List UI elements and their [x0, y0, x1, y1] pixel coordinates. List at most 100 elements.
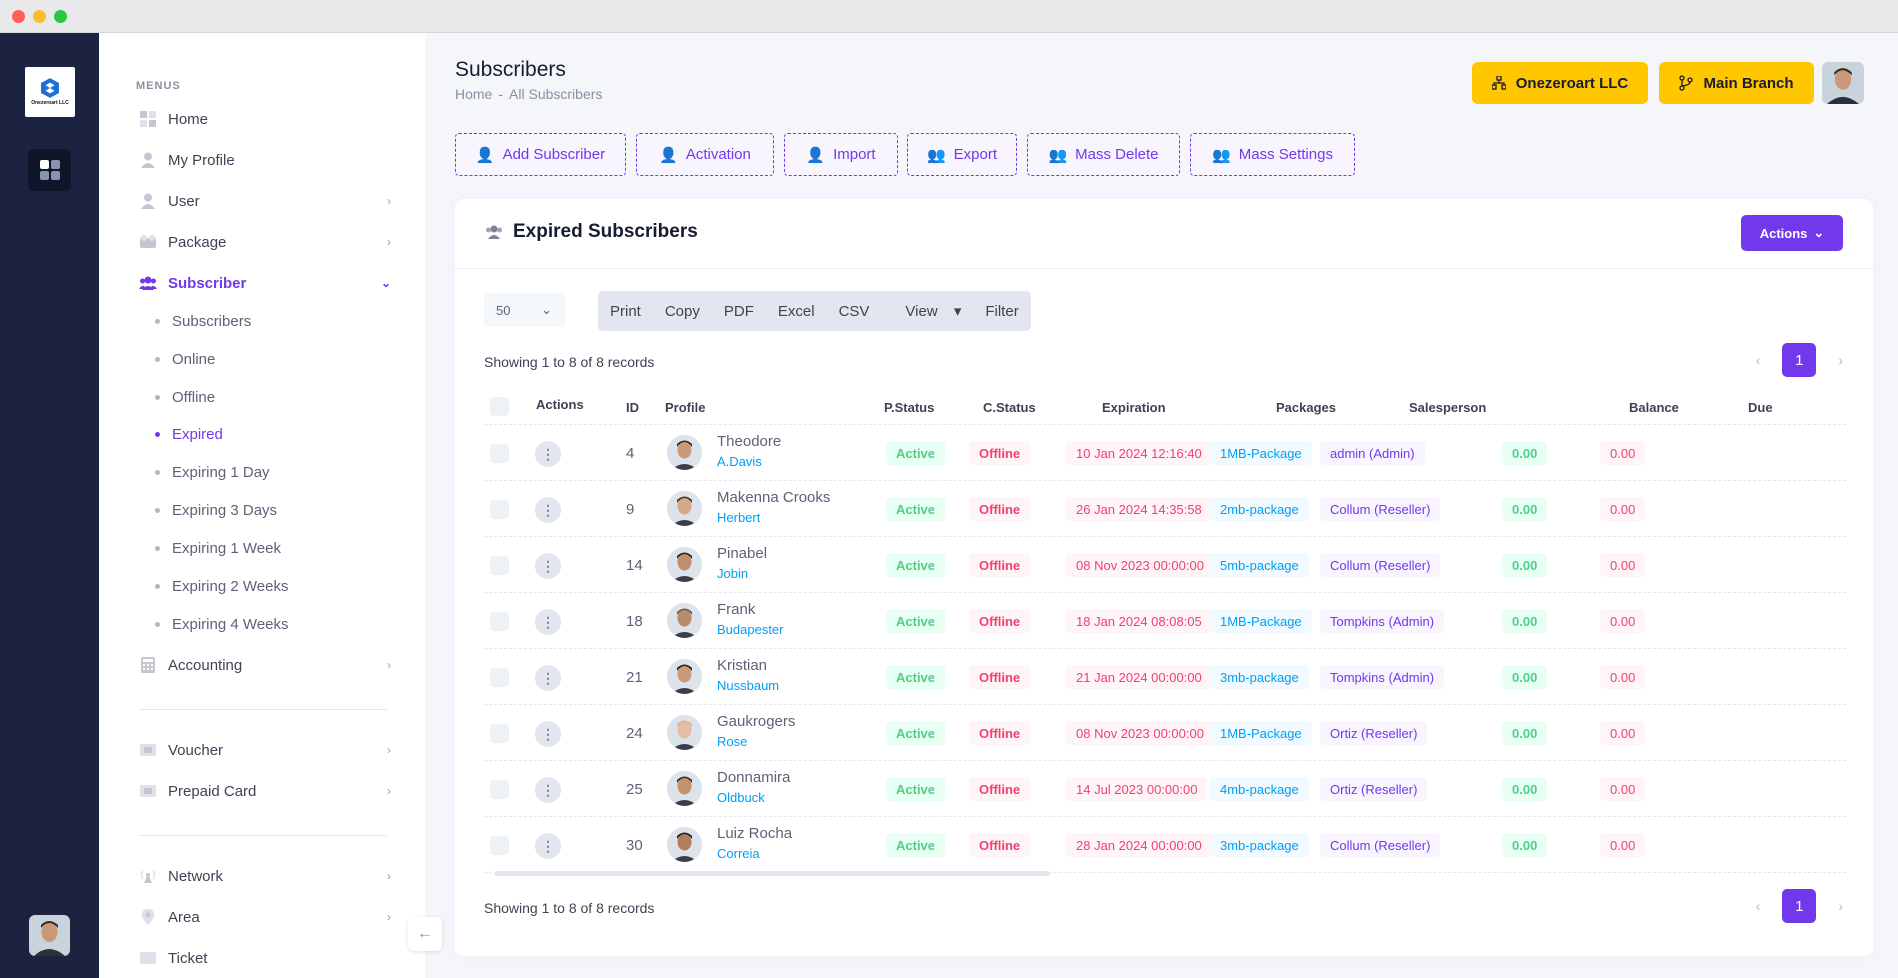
profile-username[interactable]: Correia: [717, 846, 760, 861]
row-checkbox[interactable]: [490, 780, 509, 799]
row-checkbox[interactable]: [490, 724, 509, 743]
package-badge[interactable]: 5mb-package: [1210, 553, 1309, 577]
row-actions-menu-icon[interactable]: ⋮: [535, 441, 561, 467]
branch-button[interactable]: Main Branch: [1659, 62, 1814, 104]
pdf-button[interactable]: PDF: [723, 302, 754, 320]
col-actions[interactable]: Actions: [536, 397, 584, 412]
sidebar-item-user[interactable]: User ›: [139, 186, 391, 216]
print-button[interactable]: Print: [610, 302, 641, 320]
profile-username[interactable]: Nussbaum: [717, 678, 780, 693]
salesperson-badge[interactable]: Ortiz (Reseller): [1320, 721, 1428, 745]
submenu-offline[interactable]: Offline: [155, 385, 215, 409]
col-pstatus[interactable]: P.Status: [884, 400, 935, 415]
row-checkbox[interactable]: [490, 444, 509, 463]
submenu-expiring-2-weeks[interactable]: Expiring 2 Weeks: [155, 574, 288, 598]
profile-name[interactable]: Luiz Rocha: [717, 825, 793, 842]
profile-username[interactable]: Oldbuck: [717, 790, 765, 805]
package-badge[interactable]: 3mb-package: [1210, 833, 1309, 857]
mass-settings-button[interactable]: 👥 Mass Settings: [1190, 133, 1355, 176]
col-cstatus[interactable]: C.Status: [983, 400, 1036, 415]
select-all-checkbox[interactable]: [490, 397, 509, 416]
salesperson-badge[interactable]: Ortiz (Reseller): [1320, 777, 1428, 801]
next-page-icon[interactable]: ›: [1838, 352, 1843, 368]
prev-page-icon[interactable]: ‹: [1755, 352, 1761, 368]
salesperson-badge[interactable]: Collum (Reseller): [1320, 497, 1441, 521]
collapse-sidebar-button[interactable]: ←: [408, 917, 442, 951]
submenu-expiring-4-weeks[interactable]: Expiring 4 Weeks: [155, 612, 288, 636]
profile-name[interactable]: Frank: [717, 601, 756, 618]
row-checkbox[interactable]: [490, 500, 509, 519]
sidebar-item-subscriber[interactable]: Subscriber ⌄: [139, 268, 391, 298]
import-button[interactable]: 👤 Import: [784, 133, 898, 176]
row-actions-menu-icon[interactable]: ⋮: [535, 833, 561, 859]
row-actions-menu-icon[interactable]: ⋮: [535, 721, 561, 747]
profile-name[interactable]: Gaukrogers: [717, 713, 796, 730]
user-avatar[interactable]: [29, 915, 70, 956]
sidebar-item-prepaid-card[interactable]: Prepaid Card ›: [139, 776, 391, 806]
sidebar-item-area[interactable]: Area ›: [139, 902, 391, 932]
maximize-window-button[interactable]: [54, 10, 67, 23]
col-id[interactable]: ID: [626, 400, 639, 415]
col-salesperson[interactable]: Salesperson: [1409, 400, 1487, 415]
profile-username[interactable]: Rose: [717, 734, 748, 749]
row-actions-menu-icon[interactable]: ⋮: [535, 665, 561, 691]
profile-username[interactable]: Jobin: [717, 566, 749, 581]
page-1-button[interactable]: 1: [1782, 343, 1817, 377]
filter-button[interactable]: Filter: [985, 302, 1019, 320]
profile-name[interactable]: Theodore: [717, 433, 782, 450]
package-badge[interactable]: 3mb-package: [1210, 665, 1309, 689]
sidebar-item-voucher[interactable]: Voucher ›: [139, 735, 391, 765]
sidebar-item-home[interactable]: Home: [139, 104, 391, 134]
profile-name[interactable]: Pinabel: [717, 545, 768, 562]
salesperson-badge[interactable]: Tompkins (Admin): [1320, 609, 1445, 633]
mass-delete-button[interactable]: 👥 Mass Delete: [1027, 133, 1180, 176]
submenu-expiring-1-week[interactable]: Expiring 1 Week: [155, 536, 281, 560]
prev-page-icon[interactable]: ‹: [1755, 898, 1761, 914]
profile-name[interactable]: Makenna Crooks: [717, 489, 831, 506]
view-dropdown[interactable]: View ▾: [881, 302, 973, 320]
row-actions-menu-icon[interactable]: ⋮: [535, 497, 561, 523]
submenu-online[interactable]: Online: [155, 347, 215, 371]
dashboard-rail-button[interactable]: [28, 149, 71, 191]
add-subscriber-button[interactable]: 👤 Add Subscriber: [455, 133, 626, 176]
row-actions-menu-icon[interactable]: ⋮: [535, 777, 561, 803]
submenu-expiring-3-days[interactable]: Expiring 3 Days: [155, 498, 277, 522]
close-window-button[interactable]: [12, 10, 25, 23]
package-badge[interactable]: 1MB-Package: [1210, 441, 1312, 465]
page-size-select[interactable]: 50 ⌄: [484, 293, 566, 327]
copy-button[interactable]: Copy: [664, 302, 700, 320]
salesperson-badge[interactable]: Collum (Reseller): [1320, 553, 1441, 577]
row-actions-menu-icon[interactable]: ⋮: [535, 553, 561, 579]
breadcrumb-home[interactable]: Home: [455, 86, 493, 102]
csv-button[interactable]: CSV: [838, 302, 870, 320]
sidebar-item-network[interactable]: Network ›: [139, 861, 391, 891]
salesperson-badge[interactable]: Tompkins (Admin): [1320, 665, 1445, 689]
sidebar-item-my-profile[interactable]: My Profile: [139, 145, 391, 175]
row-actions-menu-icon[interactable]: ⋮: [535, 609, 561, 635]
profile-name[interactable]: Donnamira: [717, 769, 791, 786]
submenu-subscribers[interactable]: Subscribers: [155, 309, 251, 333]
row-checkbox[interactable]: [490, 836, 509, 855]
package-badge[interactable]: 2mb-package: [1210, 497, 1309, 521]
submenu-expiring-1-day[interactable]: Expiring 1 Day: [155, 460, 270, 484]
sidebar-item-accounting[interactable]: Accounting ›: [139, 650, 391, 680]
col-packages[interactable]: Packages: [1276, 400, 1336, 415]
horizontal-scrollbar[interactable]: [494, 871, 1050, 876]
profile-name[interactable]: Kristian: [717, 657, 768, 674]
export-button[interactable]: 👥 Export: [907, 133, 1017, 176]
row-checkbox[interactable]: [490, 612, 509, 631]
package-badge[interactable]: 1MB-Package: [1210, 721, 1312, 745]
profile-username[interactable]: Budapester: [717, 622, 784, 637]
col-balance[interactable]: Balance: [1629, 400, 1679, 415]
col-due[interactable]: Due: [1748, 400, 1773, 415]
row-checkbox[interactable]: [490, 668, 509, 687]
profile-avatar[interactable]: [1822, 62, 1864, 104]
minimize-window-button[interactable]: [33, 10, 46, 23]
salesperson-badge[interactable]: Collum (Reseller): [1320, 833, 1441, 857]
sidebar-item-ticket[interactable]: Ticket: [139, 943, 391, 973]
page-1-button[interactable]: 1: [1782, 889, 1817, 923]
salesperson-badge[interactable]: admin (Admin): [1320, 441, 1425, 465]
profile-username[interactable]: Herbert: [717, 510, 761, 525]
sidebar-item-package[interactable]: Package ›: [139, 227, 391, 257]
activation-button[interactable]: 👤 Activation: [636, 133, 774, 176]
